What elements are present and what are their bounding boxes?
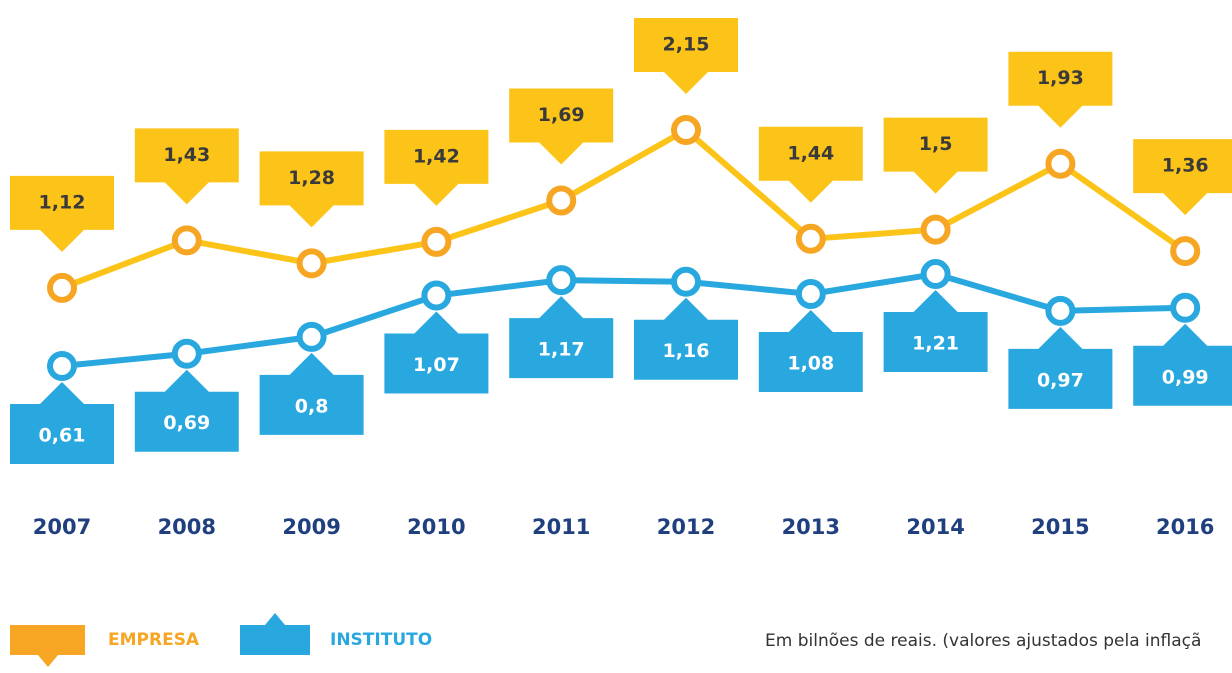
- value-label: 0,97: [1037, 369, 1084, 391]
- callout: [758, 309, 863, 392]
- callout: [384, 311, 489, 394]
- point: [795, 223, 826, 254]
- callout: [1008, 51, 1113, 128]
- value-label: 1,5: [919, 133, 953, 155]
- value-label: 1,08: [787, 352, 834, 374]
- point: [1170, 236, 1201, 267]
- x-tick-label: 2009: [282, 515, 340, 539]
- point: [171, 338, 202, 369]
- note: Em bilnões de reais. (valores ajustados …: [765, 631, 1201, 651]
- callout: [1133, 323, 1232, 406]
- point: [546, 185, 577, 216]
- callout: [509, 296, 614, 379]
- point: [671, 115, 701, 145]
- x-tick-label: 2013: [782, 515, 840, 539]
- value-label: 0,61: [39, 425, 86, 447]
- point: [296, 248, 327, 279]
- x-tick-label: 2010: [407, 515, 465, 539]
- x-tick-label: 2014: [906, 515, 964, 539]
- value-label: 0,8: [295, 395, 329, 417]
- point: [546, 265, 577, 296]
- point: [671, 266, 701, 297]
- callout: [883, 290, 988, 373]
- value-label: 1,36: [1162, 155, 1209, 177]
- value-label: 1,17: [538, 339, 585, 361]
- legend-swatch: [10, 625, 85, 667]
- callout: [134, 128, 239, 205]
- callout: [1133, 139, 1232, 216]
- x-tick-label: 2008: [158, 515, 216, 539]
- point: [47, 272, 77, 303]
- callout: [259, 151, 364, 228]
- point: [421, 226, 452, 257]
- x-tick-label: 2015: [1031, 515, 1089, 539]
- point: [421, 280, 452, 311]
- point: [47, 351, 77, 381]
- x-tick-label: 2016: [1156, 515, 1214, 539]
- value-label: 1,69: [538, 104, 585, 126]
- value-label: 1,21: [912, 333, 959, 355]
- callout: [259, 352, 364, 435]
- legend-label: EMPRESA: [108, 630, 200, 650]
- callout: [758, 126, 863, 203]
- value-label: 1,43: [163, 144, 210, 166]
- x-tick-label: 2007: [33, 515, 91, 539]
- value-label: 1,28: [288, 167, 335, 189]
- point: [1045, 295, 1076, 326]
- value-label: 2,15: [663, 34, 710, 56]
- value-label: 1,07: [413, 354, 460, 376]
- point: [920, 259, 951, 290]
- point: [296, 321, 327, 352]
- value-label: 0,69: [163, 412, 210, 434]
- point: [171, 225, 202, 256]
- point: [1170, 292, 1201, 323]
- value-label: 1,93: [1037, 67, 1084, 89]
- x-tick-label: 2011: [532, 515, 590, 539]
- point: [795, 278, 826, 309]
- value-label: 1,16: [663, 340, 710, 362]
- value-label: 1,42: [413, 145, 460, 167]
- legend-label: INSTITUTO: [330, 630, 432, 650]
- series-line: [60, 126, 1187, 291]
- callout: [634, 297, 738, 380]
- callout: [10, 382, 114, 464]
- x-tick-label: 2012: [657, 515, 715, 539]
- callout: [10, 175, 114, 252]
- point: [920, 214, 951, 245]
- value-label: 0,99: [1162, 366, 1209, 388]
- callout: [1008, 326, 1113, 409]
- callout: [883, 117, 988, 194]
- callout: [634, 18, 738, 94]
- callout: [134, 369, 239, 452]
- series-line: [61, 270, 1186, 369]
- value-label: 1,12: [39, 191, 86, 213]
- callout: [509, 88, 614, 165]
- callout: [384, 129, 489, 206]
- legend-swatch: [240, 613, 310, 655]
- value-label: 1,44: [787, 142, 834, 164]
- point: [1045, 148, 1076, 179]
